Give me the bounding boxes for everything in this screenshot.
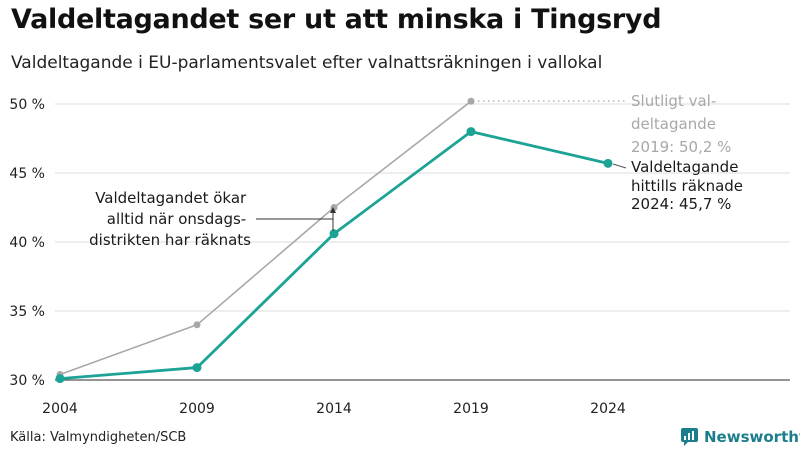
annotation-okar: Valdeltagandet ökar alltid när onsdags- … [89, 189, 251, 249]
brand-name: Newsworthy [704, 428, 800, 446]
chart-subtitle: Valdeltagande i EU-parlamentsvalet efter… [11, 53, 603, 73]
annotation-hittills-line-3: 2024: 45,7 % [631, 195, 731, 213]
annotation-slutligt: Slutligt val- deltagande 2019: 50,2 % [631, 92, 731, 156]
series-line-final [59, 100, 472, 376]
x-tick-label: 2004 [42, 401, 78, 417]
annotation-okar-line-2: alltid när onsdags- [107, 210, 246, 228]
annotation-hittills: Valdeltagande hittills räknade 2024: 45,… [631, 158, 748, 213]
brand-logo: Newsworthy [680, 427, 800, 447]
y-tick-label: 30 % [9, 373, 45, 389]
x-tick-label: 2019 [453, 401, 489, 417]
data-point-valnatt [192, 363, 202, 373]
x-tick-label: 2009 [179, 401, 215, 417]
series-group [55, 97, 613, 384]
y-axis-ticks: 30 % 35 % 40 % 45 % 50 % [9, 97, 45, 389]
source-note: Källa: Valmyndigheten/SCB [10, 430, 187, 445]
data-point-valnatt [329, 229, 339, 239]
data-point-final [193, 321, 201, 329]
newsworthy-logo-icon [681, 428, 698, 446]
data-point-valnatt [55, 374, 65, 384]
series-line-valnatt [58, 130, 610, 381]
data-point-final [467, 97, 475, 105]
data-point-valnatt [466, 127, 476, 137]
annotation-hittills-line-1: Valdeltagande [631, 158, 738, 176]
annotation-slutligt-line-2: deltagande [631, 115, 716, 133]
chart-title: Valdeltagandet ser ut att minska i Tings… [11, 4, 662, 35]
x-tick-label: 2014 [316, 401, 352, 417]
x-tick-label: 2024 [590, 401, 626, 417]
y-tick-label: 35 % [9, 304, 45, 320]
annotation-slutligt-line-1: Slutligt val- [631, 92, 716, 110]
annotation-hittills-line-2: hittills räknade [631, 177, 743, 195]
y-tick-label: 45 % [9, 166, 45, 182]
gridlines [55, 103, 790, 381]
data-point-valnatt [603, 158, 613, 168]
hittills-leader-line [612, 163, 627, 169]
y-tick-label: 50 % [9, 97, 45, 113]
x-axis-ticks: 2004 2009 2014 2019 2024 [42, 401, 626, 417]
annotation-okar-line-1: Valdeltagandet ökar [95, 189, 247, 207]
okar-arrow-head [330, 207, 336, 213]
annotation-okar-line-3: distrikten har räknats [89, 231, 251, 249]
y-tick-label: 40 % [9, 235, 45, 251]
annotation-slutligt-line-3: 2019: 50,2 % [631, 138, 731, 156]
